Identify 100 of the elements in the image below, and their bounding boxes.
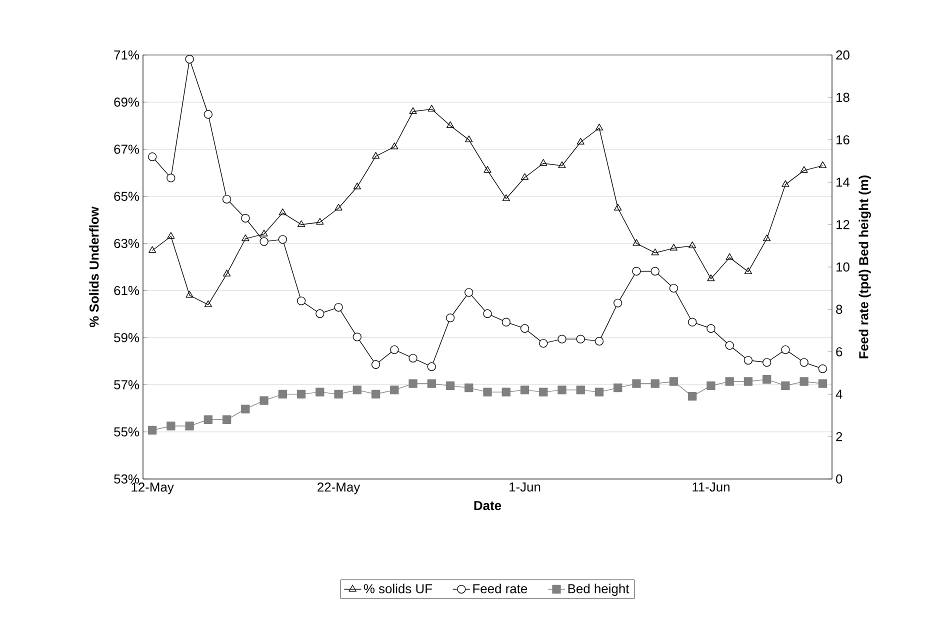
point <box>241 404 250 414</box>
y-tick-label: 61% <box>114 286 140 296</box>
point <box>594 388 604 396</box>
point <box>726 253 734 260</box>
y-tick-label: 65% <box>114 192 140 201</box>
point <box>297 220 306 227</box>
point <box>316 309 324 318</box>
point <box>650 379 660 388</box>
point <box>744 267 752 274</box>
point <box>353 182 361 190</box>
legend-label: Feed rate <box>473 584 528 594</box>
point <box>781 381 790 390</box>
point <box>241 214 250 223</box>
y2-tick-label: 14 <box>836 178 850 187</box>
y2-tick-label: 0 <box>836 474 842 484</box>
point <box>446 314 455 322</box>
point <box>576 386 585 394</box>
y-tick-label: 53% <box>114 474 140 484</box>
point <box>725 341 734 350</box>
point <box>186 290 194 298</box>
point <box>706 324 716 333</box>
point <box>465 135 473 142</box>
point <box>706 381 716 390</box>
point <box>762 375 772 384</box>
point <box>204 110 213 119</box>
y-tick-label: 55% <box>114 427 140 436</box>
point <box>614 384 622 392</box>
point <box>334 302 343 312</box>
point <box>334 204 342 210</box>
y-tick-label: 71% <box>114 50 140 60</box>
point <box>278 390 287 399</box>
point <box>632 379 641 388</box>
y2-tick-label: 16 <box>836 135 850 144</box>
point <box>558 161 566 168</box>
point <box>464 288 474 297</box>
y-tick-label: 69% <box>114 98 140 107</box>
point <box>688 318 697 326</box>
point <box>464 384 474 392</box>
y2-axis-title: Feed rate (tpd) Bed height (m) <box>858 176 871 358</box>
point <box>614 204 622 210</box>
point <box>818 364 828 374</box>
y2-tick-label: 20 <box>836 50 850 60</box>
point <box>409 107 417 114</box>
point <box>352 386 362 394</box>
point <box>540 159 548 166</box>
point <box>296 390 306 399</box>
point <box>595 124 604 130</box>
legend-label: % solids UF <box>364 584 432 594</box>
point <box>390 345 399 354</box>
point <box>408 354 418 362</box>
point <box>371 390 380 399</box>
point <box>148 152 157 162</box>
point <box>166 422 176 430</box>
y2-tick-label: 4 <box>836 390 842 399</box>
y2-tick-label: 18 <box>836 92 850 102</box>
point <box>428 104 436 112</box>
y2-tick-label: 8 <box>836 304 842 314</box>
x-tick-label: 11-Jun <box>692 482 730 492</box>
point <box>166 174 176 182</box>
point <box>594 336 604 346</box>
point <box>502 318 510 326</box>
point <box>260 230 268 236</box>
point <box>372 152 380 159</box>
y-axis-title: % Solids Underflow <box>89 206 99 328</box>
point <box>782 180 790 187</box>
point <box>576 334 585 344</box>
point <box>539 338 548 348</box>
point <box>800 166 808 173</box>
point <box>763 234 771 242</box>
y2-tick-label: 10 <box>836 262 850 272</box>
point <box>650 266 660 276</box>
point <box>242 234 250 242</box>
y2-tick-label: 2 <box>836 432 842 442</box>
point <box>539 388 548 396</box>
point <box>614 298 622 308</box>
y-tick-label: 59% <box>114 333 140 342</box>
point <box>148 426 157 435</box>
point <box>818 161 826 168</box>
x-axis-title: Date <box>474 501 502 510</box>
point <box>334 390 343 399</box>
point <box>558 386 566 394</box>
y2-tick-label: 12 <box>836 220 850 230</box>
point <box>408 379 418 388</box>
point <box>316 388 324 396</box>
point <box>520 386 530 394</box>
point <box>167 232 175 239</box>
point <box>744 356 753 365</box>
point <box>558 334 566 344</box>
point <box>296 296 306 306</box>
point <box>484 166 492 173</box>
point <box>427 379 436 388</box>
point <box>688 241 696 248</box>
point <box>669 284 678 293</box>
point <box>502 388 510 396</box>
point <box>222 415 232 424</box>
point <box>502 194 510 202</box>
y2-tick-label: 6 <box>836 347 842 356</box>
x-tick-label: 22-May <box>318 482 360 494</box>
point <box>352 332 362 342</box>
x-tick-label: 12-May <box>132 482 174 494</box>
